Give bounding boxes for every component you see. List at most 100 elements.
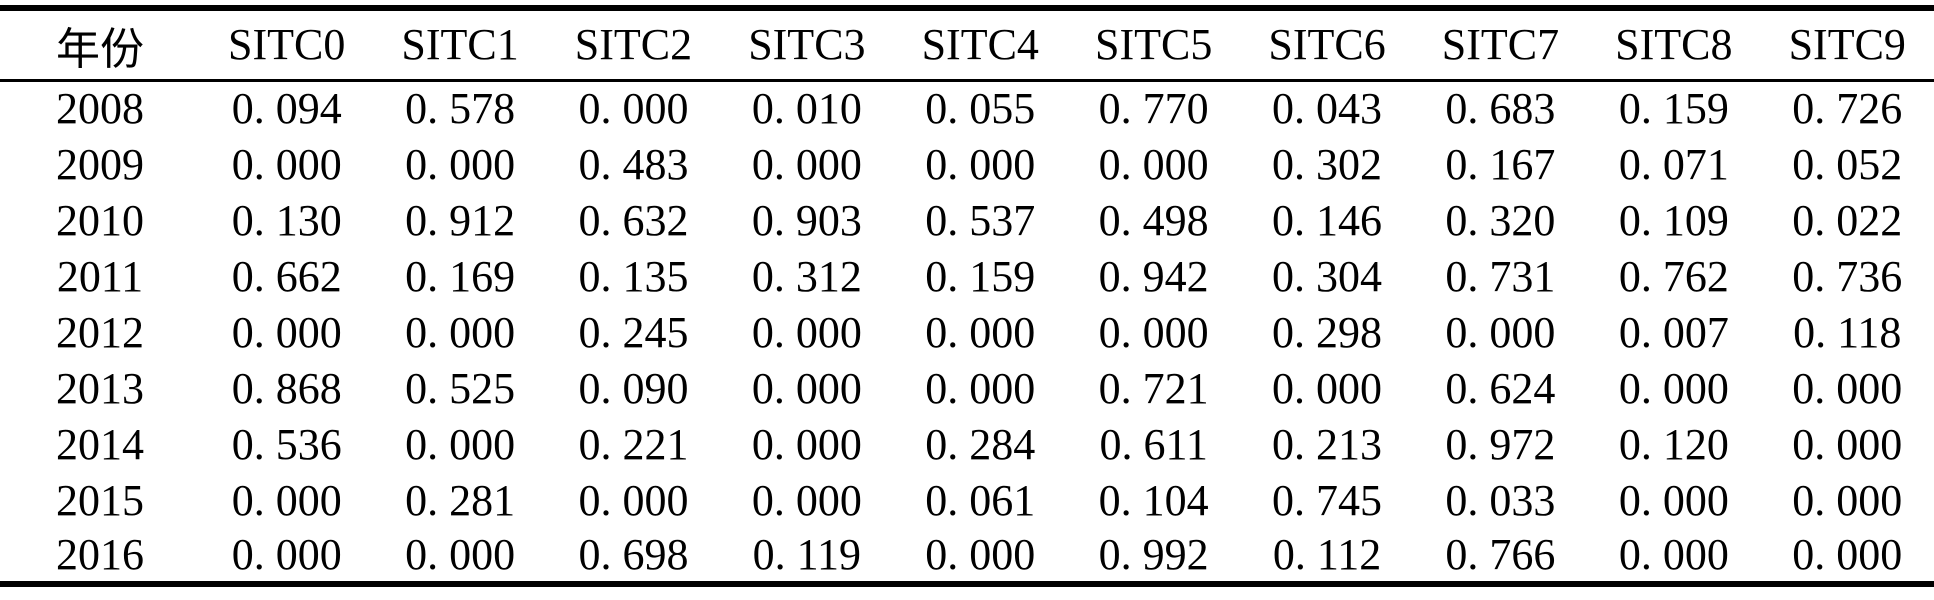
value-cell: 0. 662 <box>231 251 342 301</box>
value-cell: 0. 000 <box>405 307 516 357</box>
value-cell: 0. 000 <box>1792 475 1903 525</box>
value-cell: 0. 868 <box>231 363 342 413</box>
value-cell: 0. 000 <box>231 307 342 357</box>
value-cell: 0. 992 <box>1098 530 1209 579</box>
value-cell: 0. 000 <box>925 307 1036 357</box>
table-row: 2013 0. 868 0. 525 0. 090 0. 000 0. 000 0. 721… <box>0 360 1934 416</box>
value-cell: 0. 052 <box>1792 139 1903 189</box>
value-cell: 0. 112 <box>1272 530 1382 579</box>
table-header: 年份 SITC0 SITC1 SITC2 SITC3 SITC4 SITC5 SITC6 SIT… <box>0 8 1934 82</box>
value-cell: 0. 090 <box>578 363 689 413</box>
value-cell: 0. 043 <box>1272 84 1383 134</box>
value-cell: 0. 683 <box>1445 84 1556 134</box>
value-cell: 0. 000 <box>1618 363 1729 413</box>
value-cell: 0. 903 <box>751 195 862 245</box>
value-cell: 0. 284 <box>925 419 1036 469</box>
value-cell: 0. 000 <box>751 363 862 413</box>
value-cell: 0. 000 <box>1098 307 1209 357</box>
value-cell: 0. 281 <box>405 475 516 525</box>
column-header-sitc8: SITC8 <box>1587 8 1761 82</box>
value-cell: 0. 000 <box>1792 419 1903 469</box>
value-cell: 0. 109 <box>1618 195 1729 245</box>
column-header-year: 年份 <box>0 8 200 82</box>
value-cell: 0. 000 <box>405 139 516 189</box>
value-cell: 0. 000 <box>405 530 516 579</box>
value-cell: 0. 169 <box>405 251 516 301</box>
year-cell: 2008 <box>56 84 144 134</box>
value-cell: 0. 245 <box>578 307 689 357</box>
value-cell: 0. 745 <box>1272 475 1383 525</box>
value-cell: 0. 302 <box>1272 139 1383 189</box>
value-cell: 0. 498 <box>1098 195 1209 245</box>
value-cell: 0. 766 <box>1445 530 1556 579</box>
value-cell: 0. 010 <box>751 84 862 134</box>
value-cell: 0. 000 <box>1618 475 1729 525</box>
value-cell: 0. 000 <box>405 419 516 469</box>
value-cell: 0. 000 <box>1272 363 1383 413</box>
value-cell: 0. 000 <box>925 530 1036 579</box>
value-cell: 0. 221 <box>578 419 689 469</box>
value-cell: 0. 000 <box>578 84 689 134</box>
value-cell: 0. 312 <box>751 251 862 301</box>
year-cell: 2013 <box>56 363 144 413</box>
header-row: 年份 SITC0 SITC1 SITC2 SITC3 SITC4 SITC5 SITC6 SIT… <box>0 8 1934 82</box>
value-cell: 0. 525 <box>405 363 516 413</box>
table-row: 2016 0. 000 0. 000 0. 698 0. 119 0. 000 0. 992… <box>0 528 1934 584</box>
value-cell: 0. 135 <box>578 251 689 301</box>
value-cell: 0. 022 <box>1792 195 1903 245</box>
value-cell: 0. 632 <box>578 195 689 245</box>
value-cell: 0. 483 <box>578 139 689 189</box>
table-row: 2010 0. 130 0. 912 0. 632 0. 903 0. 537 0. 498… <box>0 192 1934 248</box>
value-cell: 0. 000 <box>925 139 1036 189</box>
column-header-sitc7: SITC7 <box>1413 8 1588 82</box>
value-cell: 0. 770 <box>1098 84 1209 134</box>
value-cell: 0. 000 <box>231 530 342 579</box>
column-header-sitc1: SITC1 <box>373 8 547 82</box>
value-cell: 0. 000 <box>751 419 862 469</box>
value-cell: 0. 120 <box>1618 419 1729 469</box>
value-cell: 0. 104 <box>1098 475 1209 525</box>
value-cell: 0. 000 <box>1445 307 1556 357</box>
value-cell: 0. 726 <box>1792 84 1903 134</box>
value-cell: 0. 731 <box>1445 251 1556 301</box>
value-cell: 0. 000 <box>751 307 862 357</box>
value-cell: 0. 146 <box>1272 195 1383 245</box>
value-cell: 0. 320 <box>1445 195 1556 245</box>
column-header-sitc6: SITC6 <box>1240 8 1414 82</box>
value-cell: 0. 000 <box>751 475 862 525</box>
value-cell: 0. 000 <box>231 475 342 525</box>
value-cell: 0. 536 <box>231 419 342 469</box>
table-row: 2008 0. 094 0. 578 0. 000 0. 010 0. 055 0. 770… <box>0 80 1934 136</box>
value-cell: 0. 159 <box>1618 84 1729 134</box>
year-cell: 2015 <box>56 475 144 525</box>
value-cell: 0. 000 <box>925 363 1036 413</box>
column-header-sitc2: SITC2 <box>546 8 721 82</box>
value-cell: 0. 000 <box>578 475 689 525</box>
value-cell: 0. 033 <box>1445 475 1556 525</box>
value-cell: 0. 578 <box>405 84 516 134</box>
value-cell: 0. 061 <box>925 475 1036 525</box>
table-row: 2012 0. 000 0. 000 0. 245 0. 000 0. 000 0. 000… <box>0 304 1934 360</box>
paper-table-wrap: 年份 SITC0 SITC1 SITC2 SITC3 SITC4 SITC5 SITC6 SIT… <box>0 5 1934 587</box>
value-cell: 0. 762 <box>1618 251 1729 301</box>
year-cell: 2016 <box>56 530 144 579</box>
column-header-sitc4: SITC4 <box>893 8 1067 82</box>
value-cell: 0. 000 <box>1792 363 1903 413</box>
value-cell: 0. 611 <box>1099 419 1208 469</box>
value-cell: 0. 298 <box>1272 307 1383 357</box>
value-cell: 0. 942 <box>1098 251 1209 301</box>
sitc-year-table: 年份 SITC0 SITC1 SITC2 SITC3 SITC4 SITC5 SITC6 SIT… <box>0 5 1934 587</box>
value-cell: 0. 007 <box>1618 307 1729 357</box>
value-cell: 0. 213 <box>1272 419 1383 469</box>
year-cell: 2012 <box>56 307 144 357</box>
value-cell: 0. 130 <box>231 195 342 245</box>
value-cell: 0. 736 <box>1792 251 1903 301</box>
year-cell: 2011 <box>56 251 144 301</box>
year-cell: 2010 <box>56 195 144 245</box>
value-cell: 0. 167 <box>1445 139 1556 189</box>
value-cell: 0. 119 <box>752 530 862 579</box>
column-header-sitc5: SITC5 <box>1066 8 1241 82</box>
value-cell: 0. 721 <box>1098 363 1209 413</box>
table-row: 2014 0. 536 0. 000 0. 221 0. 000 0. 284 0. 611… <box>0 416 1934 472</box>
value-cell: 0. 000 <box>1618 530 1729 579</box>
